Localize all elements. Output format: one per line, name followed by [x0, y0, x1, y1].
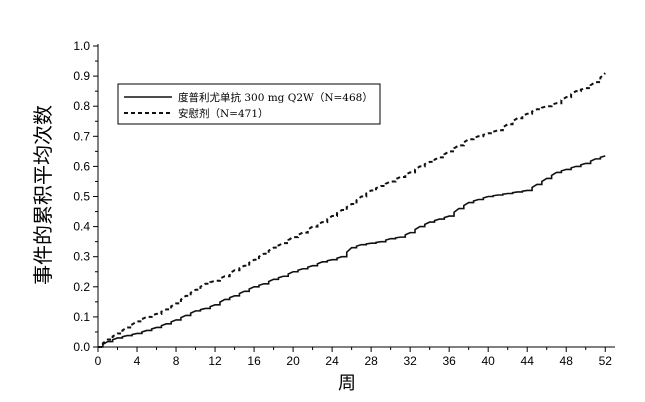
series-line-placebo	[98, 72, 606, 348]
x-tick-label: 44	[521, 354, 535, 368]
legend: 度普利尤单抗 300 mg Q2W（N=468） 安慰剂（N=471）	[117, 83, 381, 125]
y-tick-label: 0.0	[73, 340, 90, 354]
y-tick-label: 0.9	[73, 69, 90, 83]
legend-label-placebo: 安慰剂（N=471）	[178, 107, 269, 120]
x-tick-label: 40	[482, 354, 496, 368]
series-layer	[98, 72, 606, 348]
x-ticks: 0 4 8 12 16 20 24 28 32 36 40 44 48 52	[95, 347, 613, 368]
legend-box	[117, 83, 381, 125]
x-tick-label: 16	[247, 354, 261, 368]
series-line-dupilumab	[98, 155, 606, 348]
y-tick-label: 0.7	[73, 129, 90, 143]
x-axis-title: 周	[338, 373, 356, 394]
x-tick-label: 48	[560, 354, 574, 368]
y-tick-label: 0.2	[73, 280, 90, 294]
x-tick-label: 12	[208, 354, 222, 368]
x-tick-label: 0	[95, 354, 102, 368]
x-tick-label: 32	[403, 354, 417, 368]
x-tick-label: 24	[325, 354, 339, 368]
y-ticks: 0.0 0.1 0.2 0.3 0.4 0.5 0.6 0.7 0.8 0.9 1.0	[73, 39, 98, 354]
y-tick-label: 0.3	[73, 250, 90, 264]
legend-label-dupilumab: 度普利尤单抗 300 mg Q2W（N=468）	[178, 91, 373, 104]
x-tick-label: 36	[442, 354, 456, 368]
y-tick-label: 0.4	[73, 220, 90, 234]
x-tick-label: 4	[134, 354, 141, 368]
y-tick-label: 0.8	[73, 99, 90, 113]
x-tick-label: 20	[286, 354, 300, 368]
x-tick-label: 28	[364, 354, 378, 368]
y-tick-label: 0.1	[73, 310, 90, 324]
x-tick-label: 52	[599, 354, 613, 368]
y-axis-title: 事件的累积平均次数	[31, 105, 55, 285]
y-tick-label: 0.6	[73, 159, 90, 173]
y-tick-label: 0.5	[73, 190, 90, 204]
y-tick-label: 1.0	[73, 39, 90, 53]
axes	[97, 44, 615, 348]
x-tick-label: 8	[173, 354, 180, 368]
